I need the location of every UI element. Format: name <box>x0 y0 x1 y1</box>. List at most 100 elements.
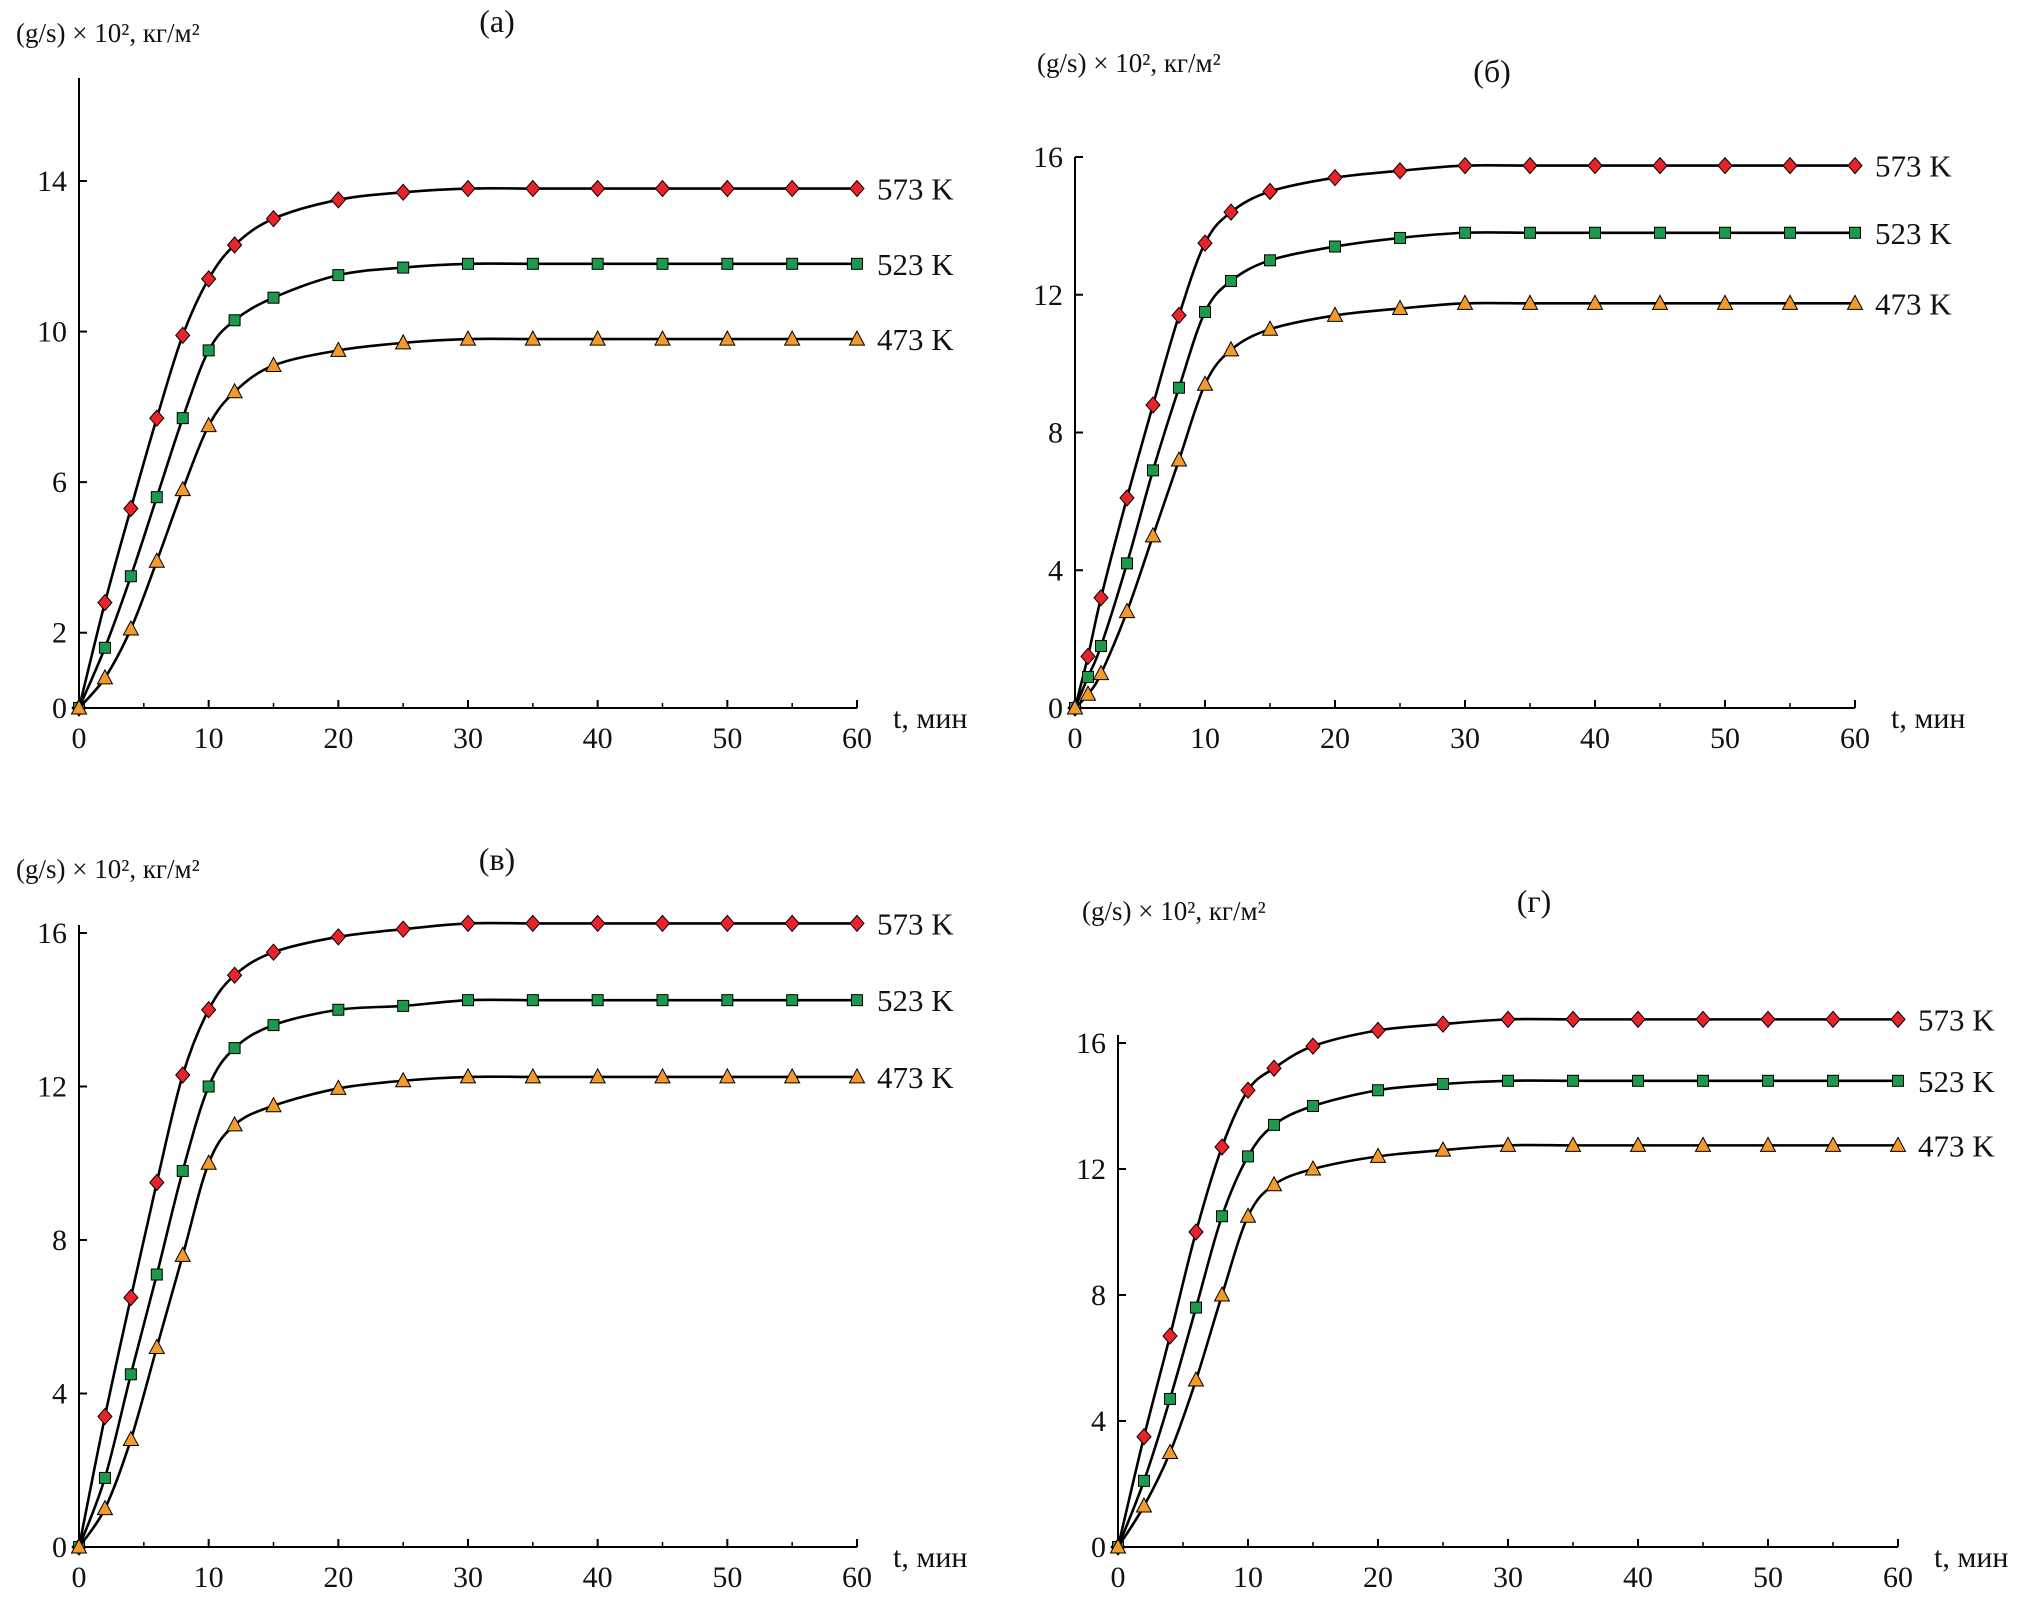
data-point-diamond <box>265 943 282 961</box>
series-line-473-K <box>78 337 857 709</box>
chart-panel-2: 0 10 20 30 40 50 60 0 4 8 12 16 t, мин (g/s) × 10², к… <box>16 841 967 1594</box>
data-point-square <box>786 994 799 1007</box>
data-point-triangle <box>783 1067 801 1084</box>
series-label: 523 K <box>1918 1064 1995 1099</box>
data-point-square <box>1264 254 1276 267</box>
data-point-diamond <box>330 191 346 209</box>
data-point-triangle <box>1265 1175 1283 1192</box>
x-tick-label: 20 <box>323 1561 353 1594</box>
data-point-triangle <box>848 330 866 346</box>
data-point-triangle <box>96 1499 114 1516</box>
data-point-square <box>1524 226 1536 239</box>
data-point-square <box>1147 464 1159 477</box>
data-point-diamond <box>1717 156 1733 175</box>
x-tick-label: 30 <box>1493 1561 1523 1594</box>
data-point-square <box>786 257 799 270</box>
data-point-triangle <box>1109 1537 1127 1554</box>
data-point-diamond <box>654 179 671 198</box>
data-point-square <box>591 994 604 1007</box>
data-point-triangle <box>174 480 192 497</box>
series-label: 523 K <box>877 983 954 1018</box>
data-point-diamond <box>1188 1223 1204 1241</box>
data-point-square <box>1307 1100 1319 1112</box>
x-tick-label: 50 <box>712 1561 742 1594</box>
y-tick-label: 4 <box>1091 1405 1106 1438</box>
data-point-diamond <box>719 179 735 198</box>
data-point-triangle <box>122 619 140 636</box>
data-point-square <box>202 344 215 357</box>
data-point-diamond <box>784 179 800 198</box>
data-point-square <box>1632 1074 1644 1087</box>
data-point-diamond <box>849 179 865 198</box>
y-tick-label: 4 <box>52 1378 67 1411</box>
data-point-diamond <box>1652 156 1668 175</box>
x-tick-label: 10 <box>194 1561 224 1594</box>
data-point-square <box>1719 226 1731 239</box>
x-tick-label: 0 <box>72 1561 87 1594</box>
data-point-diamond <box>1223 203 1239 221</box>
data-point-triangle <box>1824 1136 1842 1152</box>
data-point-square <box>1199 305 1211 318</box>
data-point-square <box>526 994 539 1007</box>
data-point-triangle <box>1391 299 1409 316</box>
x-tick-label: 50 <box>712 722 742 755</box>
data-point-diamond <box>1825 1010 1841 1029</box>
data-point-diamond <box>1262 182 1278 201</box>
y-tick-label: 8 <box>1091 1279 1106 1312</box>
series-line-573-K <box>77 921 857 1548</box>
y-tick-label: 12 <box>37 1071 67 1104</box>
data-point-triangle <box>148 1338 166 1354</box>
x-tick-label: 40 <box>583 1561 613 1594</box>
data-point-diamond <box>1136 1427 1152 1446</box>
data-point-diamond <box>1240 1081 1256 1100</box>
data-point-square <box>332 1003 345 1016</box>
y-axis-label: (g/s) × 10², кг/м² <box>1082 896 1266 926</box>
y-tick-label: 4 <box>1048 554 1063 587</box>
data-point-diamond <box>1370 1021 1386 1040</box>
data-point-square <box>202 1080 215 1093</box>
y-tick-label: 0 <box>1091 1531 1106 1564</box>
data-point-diamond <box>330 928 346 946</box>
y-tick-label: 16 <box>37 917 67 950</box>
x-tick-label: 0 <box>1068 722 1083 755</box>
data-point-triangle <box>265 1096 282 1113</box>
data-point-square <box>397 999 410 1012</box>
x-tick-label: 10 <box>194 722 224 755</box>
chart-title: (г) <box>1517 883 1551 919</box>
x-axis-label: t, мин <box>1891 702 1965 735</box>
y-tick-label: 6 <box>52 466 67 499</box>
data-point-triangle <box>459 1067 477 1084</box>
data-point-square <box>1225 274 1237 287</box>
data-point-diamond <box>123 1288 139 1307</box>
y-tick-label: 12 <box>1033 279 1063 312</box>
data-point-square <box>1459 226 1471 239</box>
data-point-square <box>851 257 863 270</box>
data-point-square <box>176 412 189 425</box>
data-point-triangle <box>200 416 218 433</box>
data-point-diamond <box>1266 1059 1282 1077</box>
x-tick-label: 60 <box>1883 1561 1913 1594</box>
data-point-square <box>1082 671 1094 684</box>
data-point-square <box>1827 1074 1839 1087</box>
data-point-square <box>1567 1074 1579 1087</box>
data-point-diamond <box>201 270 217 288</box>
series-label: 473 K <box>1875 286 1952 321</box>
data-point-square <box>1762 1074 1774 1087</box>
data-point-diamond <box>849 914 865 933</box>
y-tick-label: 16 <box>1033 141 1063 174</box>
series-line-473-K <box>1074 301 1855 709</box>
series-label: 573 K <box>1875 149 1952 184</box>
data-point-triangle <box>1889 1136 1907 1152</box>
data-point-diamond <box>201 1000 217 1019</box>
chart-panel-1: 0 10 20 30 40 50 60 0 4 8 12 16 t, мин (g/s) × 10², к… <box>1033 48 1965 755</box>
data-point-triangle <box>1326 306 1344 322</box>
x-tick-label: 40 <box>1623 1561 1653 1594</box>
data-point-triangle <box>1092 664 1110 681</box>
y-tick-label: 14 <box>37 165 67 198</box>
x-tick-label: 60 <box>842 1561 872 1594</box>
data-point-square <box>150 491 163 504</box>
data-point-square <box>851 994 863 1007</box>
data-point-square <box>1849 226 1861 239</box>
data-point-diamond <box>1522 156 1538 175</box>
data-point-square <box>228 314 241 327</box>
